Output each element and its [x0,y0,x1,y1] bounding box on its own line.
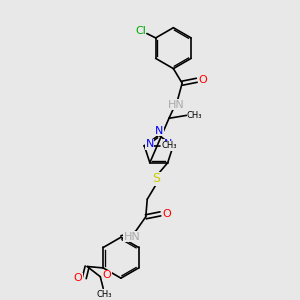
Text: O: O [74,273,82,283]
Text: O: O [199,75,208,85]
Text: N: N [164,139,172,149]
Text: N: N [146,139,154,149]
Text: N: N [155,126,164,136]
Text: O: O [162,209,171,219]
Text: HN: HN [168,100,185,110]
Text: O: O [102,270,111,280]
Text: CH₃: CH₃ [97,290,112,299]
Text: CH₃: CH₃ [161,141,177,150]
Text: S: S [152,172,160,185]
Text: Cl: Cl [135,26,146,37]
Text: HN: HN [124,232,140,242]
Text: CH₃: CH₃ [187,111,203,120]
